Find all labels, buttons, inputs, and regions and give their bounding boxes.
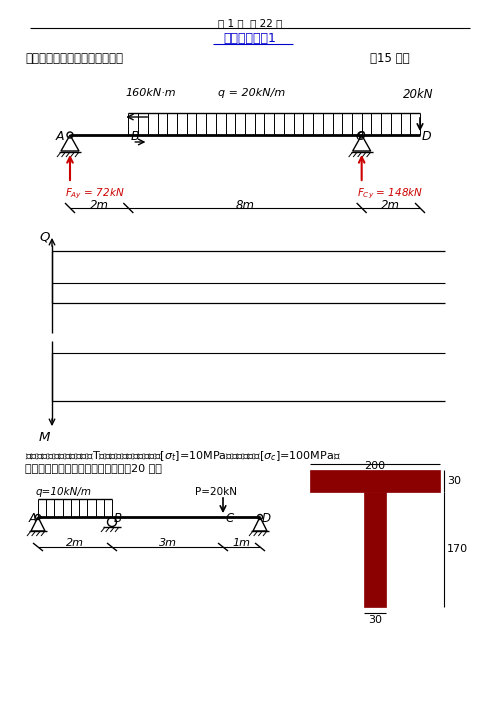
Text: 170: 170 <box>447 544 468 554</box>
Text: C: C <box>356 130 364 143</box>
Bar <box>310 470 440 492</box>
Text: C: C <box>225 512 233 525</box>
Text: 30: 30 <box>447 476 461 486</box>
Text: 2m: 2m <box>90 199 108 212</box>
Text: B: B <box>130 130 139 143</box>
Text: 1m: 1m <box>232 538 250 548</box>
Text: M: M <box>39 431 50 444</box>
Text: 200: 200 <box>364 461 386 471</box>
Text: D: D <box>262 512 271 525</box>
Text: P=20kN: P=20kN <box>195 487 237 497</box>
Text: $F_{Cy}$ = 148kN: $F_{Cy}$ = 148kN <box>356 187 423 201</box>
Text: 160kN·m: 160kN·m <box>125 88 176 98</box>
Text: 二、梁的受力如图，截面为T字型，材料的许用拉应力[$\sigma_t$]=10MPa，许用压应力[$\sigma_c$]=100MPa。: 二、梁的受力如图，截面为T字型，材料的许用拉应力[$\sigma_t$]=10M… <box>25 449 341 463</box>
Text: 30: 30 <box>368 615 382 625</box>
Text: 一、绘制该梁的剪力、弯矩图。: 一、绘制该梁的剪力、弯矩图。 <box>25 52 123 65</box>
Text: A: A <box>29 512 37 525</box>
Bar <box>364 492 386 607</box>
Text: q=10kN/m: q=10kN/m <box>36 487 92 497</box>
Text: B: B <box>114 512 122 525</box>
Text: 2m: 2m <box>382 199 400 212</box>
Text: （15 分）: （15 分） <box>370 52 410 65</box>
Text: 试按正应力强度条件核梁的强度。（20 分）: 试按正应力强度条件核梁的强度。（20 分） <box>25 463 162 473</box>
Text: A: A <box>56 130 64 143</box>
Text: Q: Q <box>39 231 50 244</box>
Text: 8m: 8m <box>236 199 255 212</box>
Text: 2m: 2m <box>66 538 84 548</box>
Text: 材料力学试卷1: 材料力学试卷1 <box>224 32 276 45</box>
Text: 3m: 3m <box>158 538 176 548</box>
Text: q = 20kN/m: q = 20kN/m <box>218 88 285 98</box>
Text: 20kN: 20kN <box>403 88 434 101</box>
Text: $F_{Ay}$ = 72kN: $F_{Ay}$ = 72kN <box>65 187 124 201</box>
Text: 第 1 页  共 22 页: 第 1 页 共 22 页 <box>218 18 282 28</box>
Text: D: D <box>422 130 432 143</box>
